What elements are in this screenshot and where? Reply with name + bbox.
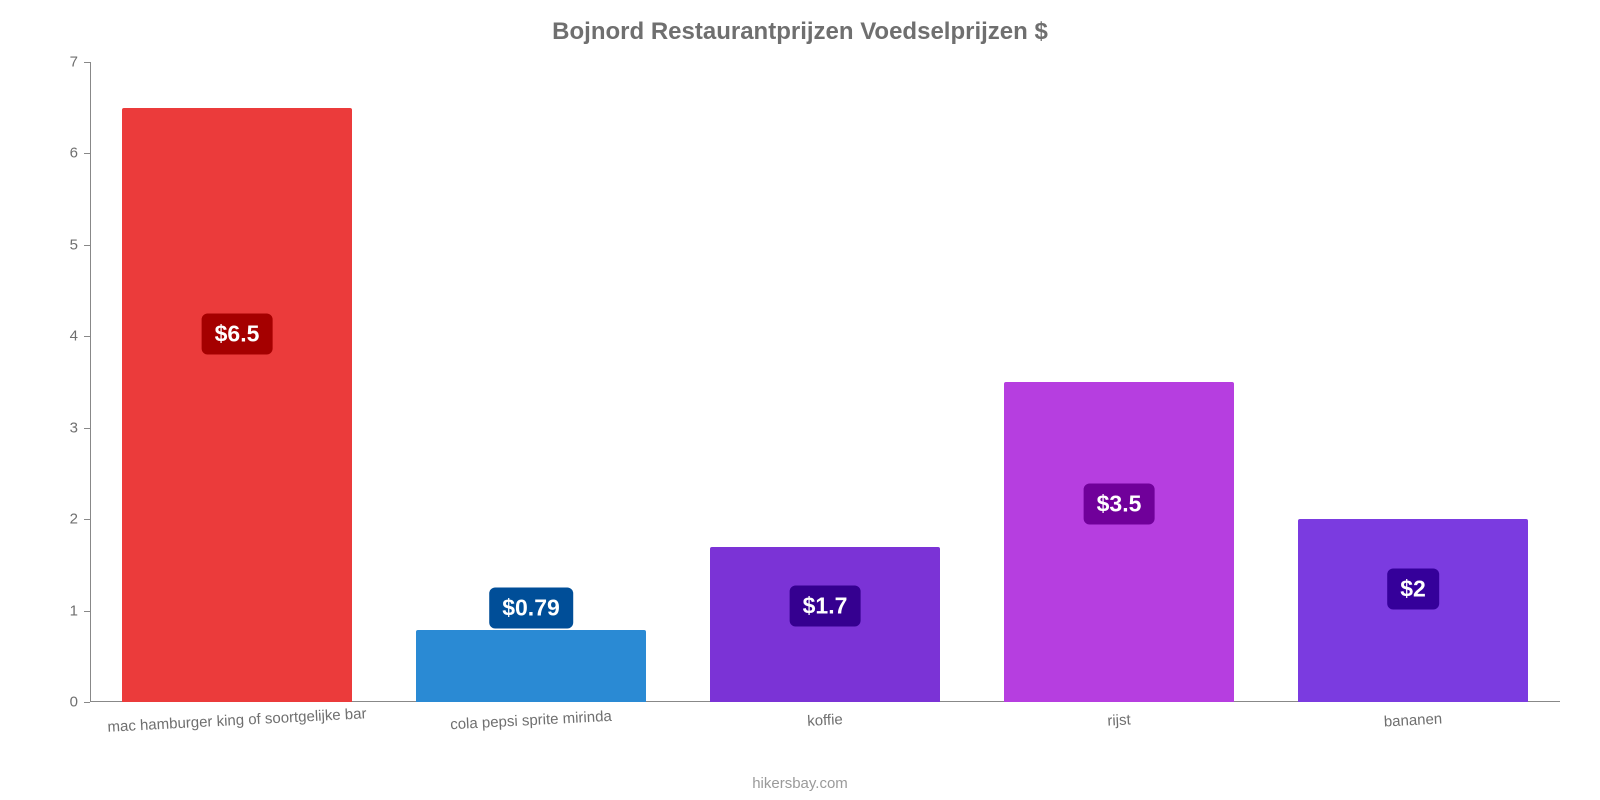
y-tick-label: 0 [70, 694, 78, 711]
y-tick [84, 62, 90, 63]
bar [122, 108, 351, 702]
bar-value-label: $3.5 [1084, 483, 1155, 524]
y-tick [84, 611, 90, 612]
plot-area: 01234567 $6.5$0.79$1.7$3.5$2 mac hamburg… [90, 62, 1560, 702]
y-tick [84, 336, 90, 337]
y-tick-label: 4 [70, 328, 78, 345]
bar-value-label: $6.5 [202, 313, 273, 354]
x-tick-label: cola pepsi sprite mirinda [450, 708, 612, 733]
y-tick-label: 2 [70, 511, 78, 528]
y-tick [84, 702, 90, 703]
y-tick [84, 519, 90, 520]
x-tick-label: bananen [1383, 710, 1442, 730]
y-tick-label: 7 [70, 54, 78, 71]
credit-text: hikersbay.com [0, 775, 1600, 792]
y-tick-label: 3 [70, 419, 78, 436]
bar [1004, 382, 1233, 702]
bar-value-label: $2 [1387, 568, 1439, 609]
x-tick-label: koffie [807, 711, 843, 730]
y-tick [84, 153, 90, 154]
price-bar-chart: Bojnord Restaurantprijzen Voedselprijzen… [0, 0, 1600, 800]
y-tick-label: 5 [70, 236, 78, 253]
x-tick-label: mac hamburger king of soortgelijke bar [107, 705, 367, 736]
bar-value-label: $0.79 [489, 587, 573, 628]
y-tick-label: 6 [70, 145, 78, 162]
y-tick [84, 428, 90, 429]
y-tick-label: 1 [70, 602, 78, 619]
bar [1298, 519, 1527, 702]
y-tick [84, 245, 90, 246]
x-tick-label: rijst [1107, 711, 1131, 729]
chart-title: Bojnord Restaurantprijzen Voedselprijzen… [0, 18, 1600, 46]
bar [416, 630, 645, 702]
bar-value-label: $1.7 [790, 585, 861, 626]
y-axis-line [90, 62, 91, 702]
